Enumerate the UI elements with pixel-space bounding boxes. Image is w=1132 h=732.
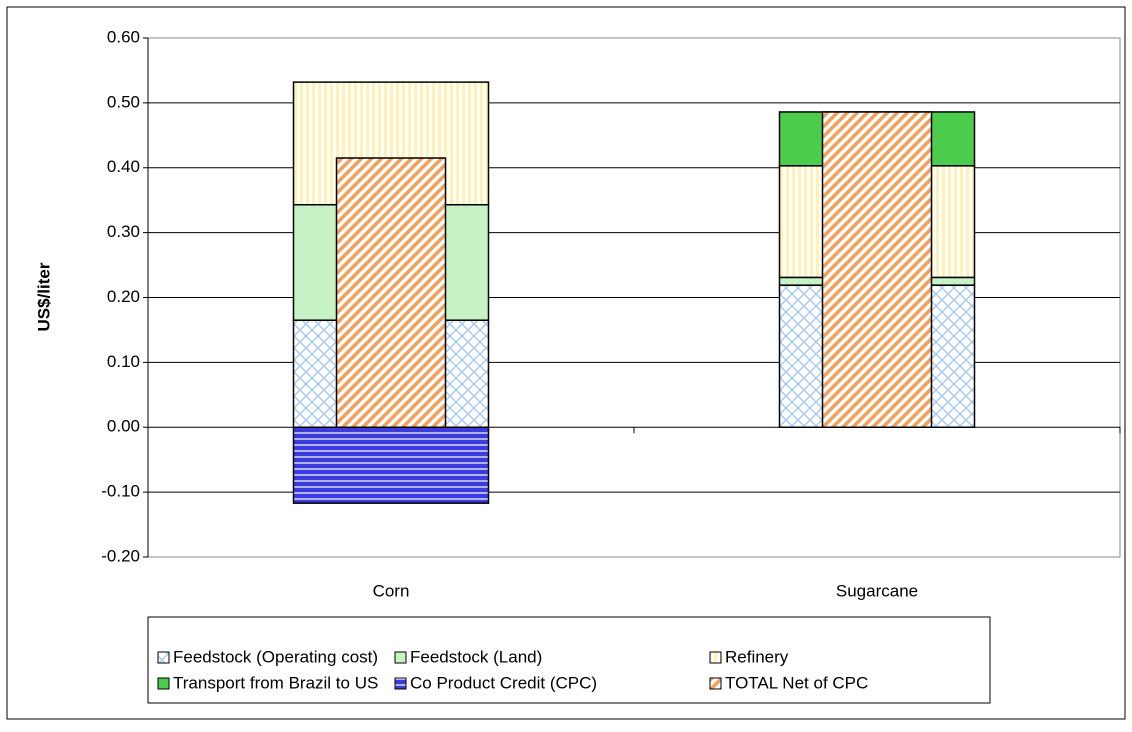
y-tick-label: 0.00 — [107, 417, 140, 436]
bar-segment — [292, 426, 490, 504]
y-tick-label: -0.20 — [101, 546, 140, 565]
legend-swatch — [394, 677, 407, 690]
legend-swatch — [709, 677, 722, 690]
legend-swatch — [157, 677, 170, 690]
y-tick-label: 0.60 — [107, 27, 140, 46]
x-tick-label: Sugarcane — [836, 581, 918, 600]
y-axis-label: US$/liter — [34, 262, 53, 331]
legend-label: TOTAL Net of CPC — [725, 673, 868, 692]
legend — [147, 616, 991, 704]
legend-label: Co Product Credit (CPC) — [410, 673, 597, 692]
y-tick-label: 0.20 — [107, 287, 140, 306]
legend-label: Transport from Brazil to US — [173, 673, 378, 692]
y-tick-label: 0.10 — [107, 352, 140, 371]
x-tick-label: Corn — [373, 581, 410, 600]
legend-label: Refinery — [725, 647, 789, 666]
legend-swatch — [157, 651, 170, 664]
legend-swatch — [709, 651, 722, 664]
legend-label: Feedstock (Operating cost) — [173, 647, 378, 666]
y-tick-label: 0.50 — [107, 92, 140, 111]
y-tick-label: 0.30 — [107, 222, 140, 241]
legend-swatch — [394, 651, 407, 664]
total-bar — [821, 111, 933, 429]
total-bar — [335, 157, 447, 429]
y-tick-label: -0.10 — [101, 482, 140, 501]
legend-label: Feedstock (Land) — [410, 647, 542, 666]
y-tick-label: 0.40 — [107, 157, 140, 176]
